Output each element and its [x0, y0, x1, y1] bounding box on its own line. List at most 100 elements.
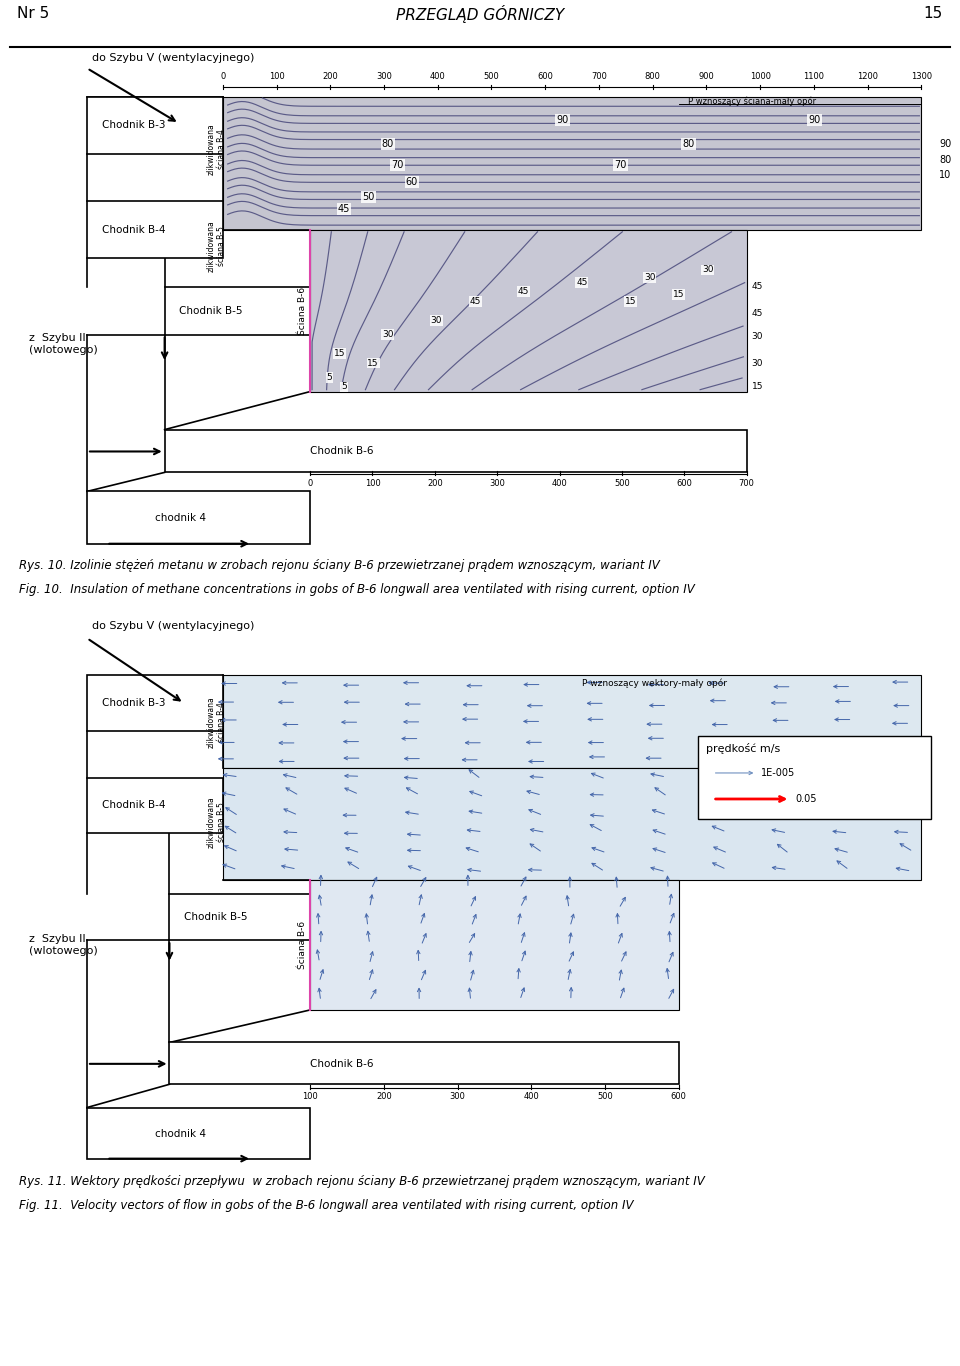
Text: prędkość m/s: prędkość m/s — [706, 743, 780, 754]
FancyBboxPatch shape — [87, 492, 310, 544]
Text: chodnik 4: chodnik 4 — [155, 514, 205, 523]
Text: Ściana B-6: Ściana B-6 — [298, 287, 307, 335]
Text: 500: 500 — [597, 1091, 612, 1101]
Text: chodnik 4: chodnik 4 — [155, 1128, 205, 1138]
FancyBboxPatch shape — [170, 1042, 679, 1085]
Text: 15: 15 — [333, 350, 345, 358]
Text: 1000: 1000 — [750, 71, 771, 81]
Text: 45: 45 — [752, 283, 763, 291]
Text: Fig. 11.  Velocity vectors of flow in gobs of the B-6 longwall area ventilated w: Fig. 11. Velocity vectors of flow in gob… — [19, 1199, 634, 1213]
Text: 15: 15 — [752, 382, 763, 391]
Polygon shape — [223, 97, 922, 229]
Text: 400: 400 — [523, 1091, 540, 1101]
FancyBboxPatch shape — [170, 893, 310, 940]
Text: Chodnik B-5: Chodnik B-5 — [184, 912, 248, 922]
Text: 80: 80 — [382, 139, 394, 149]
Text: 500: 500 — [614, 479, 630, 488]
FancyBboxPatch shape — [164, 429, 747, 473]
Polygon shape — [223, 768, 922, 880]
Text: 60: 60 — [406, 178, 419, 187]
Text: 100: 100 — [365, 479, 380, 488]
Text: PRZEGLĄD GÓRNICZY: PRZEGLĄD GÓRNICZY — [396, 4, 564, 23]
Text: 45: 45 — [576, 277, 588, 287]
Polygon shape — [310, 880, 679, 1009]
Text: 70: 70 — [614, 160, 627, 171]
FancyBboxPatch shape — [698, 736, 931, 820]
Text: 600: 600 — [677, 479, 692, 488]
Text: 0: 0 — [220, 71, 226, 81]
FancyBboxPatch shape — [164, 287, 310, 335]
Text: 10: 10 — [940, 169, 951, 180]
Text: Nr 5: Nr 5 — [17, 7, 50, 22]
Text: 15: 15 — [625, 296, 636, 306]
Text: 30: 30 — [644, 273, 656, 281]
Text: 700: 700 — [739, 479, 755, 488]
Text: 45: 45 — [517, 287, 529, 296]
Text: 300: 300 — [449, 1091, 466, 1101]
Text: 1E-005: 1E-005 — [761, 768, 796, 779]
Text: 800: 800 — [645, 71, 660, 81]
Text: 90: 90 — [808, 115, 821, 124]
FancyBboxPatch shape — [87, 201, 223, 258]
Text: 1100: 1100 — [804, 71, 825, 81]
Text: Chodnik B-3: Chodnik B-3 — [102, 120, 165, 130]
Text: do Szybu V (wentylacyjnego): do Szybu V (wentylacyjnego) — [92, 620, 254, 631]
Text: 300: 300 — [376, 71, 392, 81]
Text: 45: 45 — [752, 309, 763, 318]
FancyBboxPatch shape — [87, 777, 223, 833]
FancyBboxPatch shape — [87, 97, 223, 154]
Text: 30: 30 — [702, 265, 713, 275]
Text: 600: 600 — [538, 71, 553, 81]
Text: 5: 5 — [341, 382, 347, 391]
Text: 15: 15 — [924, 7, 943, 22]
Text: 50: 50 — [362, 191, 374, 202]
Text: Chodnik B-4: Chodnik B-4 — [102, 800, 165, 810]
Text: 80: 80 — [940, 156, 951, 165]
Text: Chodnik B-4: Chodnik B-4 — [102, 225, 165, 235]
Text: 5: 5 — [326, 373, 332, 382]
Text: 0: 0 — [307, 479, 313, 488]
Text: 15: 15 — [673, 290, 684, 299]
Text: 80: 80 — [683, 139, 695, 149]
Text: Rys. 10. Izolinie stężeń metanu w zrobach rejonu ściany B-6 przewietrzanej prąde: Rys. 10. Izolinie stężeń metanu w zrobac… — [19, 559, 660, 572]
Text: 1300: 1300 — [911, 71, 932, 81]
Text: 600: 600 — [671, 1091, 686, 1101]
Text: 0.05: 0.05 — [795, 794, 817, 805]
Text: 70: 70 — [392, 160, 403, 171]
Text: 45: 45 — [469, 296, 481, 306]
Polygon shape — [310, 229, 747, 392]
Text: 200: 200 — [427, 479, 443, 488]
Text: Ściana B-6: Ściana B-6 — [298, 921, 307, 968]
Text: Chodnik B-3: Chodnik B-3 — [102, 698, 165, 708]
Text: Chodnik B-6: Chodnik B-6 — [310, 447, 373, 456]
Text: 200: 200 — [376, 1091, 392, 1101]
Text: 1200: 1200 — [857, 71, 878, 81]
Text: 400: 400 — [430, 71, 445, 81]
Text: z  Szybu II
(wlotowego): z Szybu II (wlotowego) — [29, 934, 98, 956]
FancyBboxPatch shape — [87, 675, 223, 731]
Text: do Szybu V (wentylacyjnego): do Szybu V (wentylacyjnego) — [92, 53, 254, 63]
Text: 30: 30 — [752, 358, 763, 367]
Text: zlikwidowana
ściana B-5: zlikwidowana ściana B-5 — [206, 796, 226, 848]
Text: Rys. 11. Wektory prędkości przepływu  w zrobach rejonu ściany B-6 przewietrzanej: Rys. 11. Wektory prędkości przepływu w z… — [19, 1175, 705, 1188]
Text: 15: 15 — [368, 358, 379, 367]
Text: 300: 300 — [490, 479, 505, 488]
Text: 500: 500 — [484, 71, 499, 81]
Text: zlikwidowana
ściana B-5: zlikwidowana ściana B-5 — [206, 220, 226, 272]
Text: 200: 200 — [323, 71, 338, 81]
Text: P wznoszący ściana-mały opór: P wznoszący ściana-mały opór — [688, 97, 817, 107]
Text: 30: 30 — [382, 331, 394, 339]
Text: Fig. 10.  Insulation of methane concentrations in gobs of B-6 longwall area vent: Fig. 10. Insulation of methane concentra… — [19, 583, 695, 597]
Text: 90: 90 — [940, 139, 951, 149]
Text: 700: 700 — [591, 71, 607, 81]
Text: z  Szybu II
(wlotowego): z Szybu II (wlotowego) — [29, 333, 98, 355]
FancyBboxPatch shape — [87, 1108, 310, 1158]
Polygon shape — [223, 675, 922, 768]
Text: zlikwidowana
ściana B-4: zlikwidowana ściana B-4 — [206, 123, 226, 175]
Text: 90: 90 — [556, 115, 568, 124]
Text: P wznoszący wektory-mały opór: P wznoszący wektory-mały opór — [582, 678, 727, 687]
Text: 100: 100 — [269, 71, 284, 81]
Text: Chodnik B-6: Chodnik B-6 — [310, 1059, 373, 1068]
Text: 45: 45 — [338, 204, 350, 214]
Text: 400: 400 — [552, 479, 567, 488]
